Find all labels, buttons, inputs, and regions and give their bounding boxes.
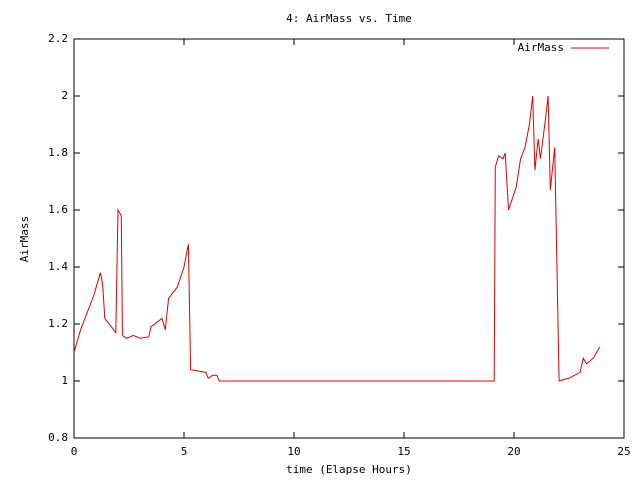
y-axis-label: AirMass: [18, 216, 31, 262]
x-tick-label: 0: [71, 445, 78, 458]
y-tick-label: 1.2: [48, 317, 68, 330]
chart-title: 4: AirMass vs. Time: [286, 12, 412, 25]
y-tick-label: 2.2: [48, 32, 68, 45]
x-tick-label: 20: [507, 445, 520, 458]
y-tick-label: 1.6: [48, 203, 68, 216]
y-tick-label: 1.4: [48, 260, 68, 273]
legend-label: AirMass: [518, 41, 564, 54]
x-tick-label: 25: [617, 445, 630, 458]
x-axis-label: time (Elapse Hours): [286, 463, 412, 476]
y-tick-label: 2: [61, 89, 68, 102]
x-tick-label: 10: [287, 445, 300, 458]
x-tick-label: 5: [181, 445, 188, 458]
x-tick-label: 15: [397, 445, 410, 458]
y-tick-label: 1.8: [48, 146, 68, 159]
y-tick-label: 0.8: [48, 431, 68, 444]
data-line: [73, 95, 601, 382]
plot-border: [73, 38, 625, 439]
y-tick-label: 1: [61, 374, 68, 387]
